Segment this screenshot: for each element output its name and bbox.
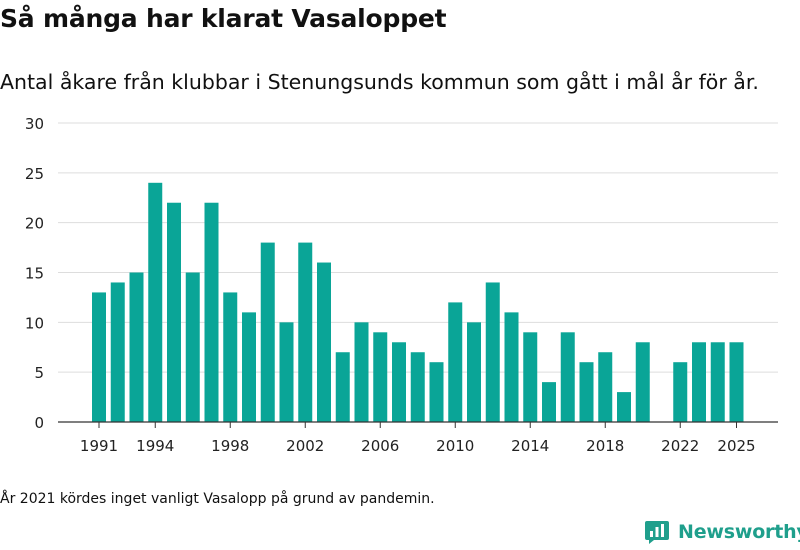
bar xyxy=(429,362,444,422)
x-tick-label: 2010 xyxy=(436,437,474,455)
bar xyxy=(392,342,406,422)
bar xyxy=(410,352,425,422)
x-tick-label: 1991 xyxy=(80,437,118,455)
y-tick-label: 10 xyxy=(25,314,44,332)
bar xyxy=(673,362,688,422)
bar xyxy=(148,182,163,422)
bar xyxy=(635,342,650,422)
chart-subtitle: Antal åkare från klubbar i Stenungsunds … xyxy=(0,70,759,94)
x-tick-label: 2002 xyxy=(286,437,324,455)
bar xyxy=(523,332,538,422)
bar xyxy=(692,342,706,422)
newsworthy-logo-icon xyxy=(645,521,669,544)
bar xyxy=(560,332,575,422)
bar xyxy=(598,352,613,422)
y-tick-label: 30 xyxy=(25,115,44,133)
y-tick-label: 20 xyxy=(25,215,44,233)
bar xyxy=(167,202,181,422)
bar xyxy=(260,242,275,422)
bar xyxy=(223,292,238,422)
bar xyxy=(467,322,481,422)
x-tick-label: 1998 xyxy=(211,437,249,455)
bar xyxy=(204,202,219,422)
bar xyxy=(504,312,519,422)
bar xyxy=(373,332,388,422)
y-tick-label: 5 xyxy=(34,364,44,382)
x-tick-label: 2025 xyxy=(717,437,755,455)
chart-title: Så många har klarat Vasaloppet xyxy=(0,4,447,33)
bar xyxy=(335,352,350,422)
bar xyxy=(729,342,744,422)
brand-logo[interactable]: Newsworthy xyxy=(644,519,800,545)
bar xyxy=(317,262,331,422)
bar xyxy=(354,322,369,422)
bar xyxy=(298,242,313,422)
bar xyxy=(92,292,106,422)
bar xyxy=(110,282,125,422)
x-tick-label: 2006 xyxy=(361,437,399,455)
bar xyxy=(129,272,144,422)
bar xyxy=(542,382,556,422)
bar xyxy=(617,392,631,422)
bar xyxy=(710,342,725,422)
y-tick-label: 0 xyxy=(34,414,44,432)
bar xyxy=(279,322,294,422)
brand-name: Newsworthy xyxy=(678,521,800,543)
bar xyxy=(579,362,594,422)
x-tick-label: 1994 xyxy=(136,437,174,455)
x-tick-label: 2022 xyxy=(661,437,699,455)
bar xyxy=(485,282,500,422)
bar xyxy=(242,312,256,422)
bar xyxy=(448,302,463,422)
x-tick-label: 2014 xyxy=(511,437,549,455)
y-tick-label: 15 xyxy=(25,265,44,283)
x-tick-label: 2018 xyxy=(586,437,624,455)
footnote: År 2021 kördes inget vanligt Vasalopp på… xyxy=(0,491,435,507)
bar xyxy=(185,272,200,422)
y-tick-label: 25 xyxy=(25,165,44,183)
